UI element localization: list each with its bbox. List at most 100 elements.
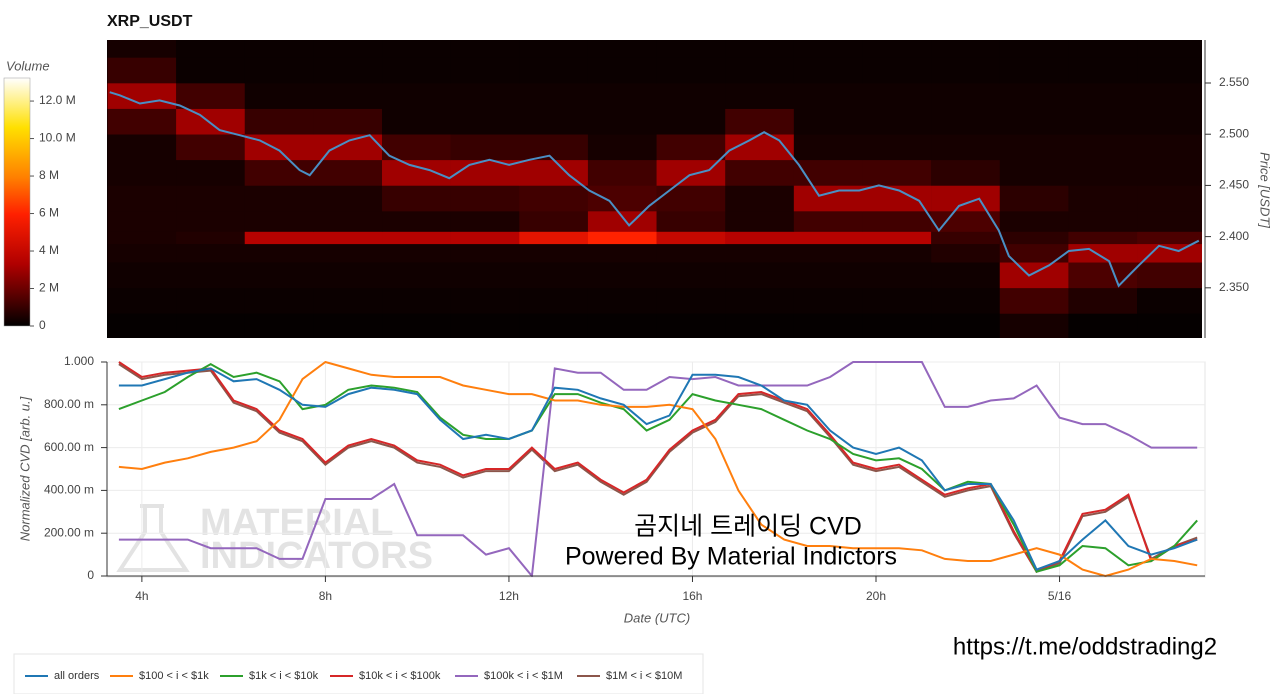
heat-cell <box>931 313 1001 338</box>
heat-cell <box>587 287 657 314</box>
heat-cell <box>587 211 657 232</box>
heat-cell <box>999 262 1069 289</box>
heat-cell <box>656 40 726 58</box>
heat-cell <box>1137 231 1202 245</box>
heat-cell <box>450 243 520 263</box>
heat-cell <box>931 287 1001 314</box>
heat-cell <box>382 211 451 232</box>
heat-cell <box>793 134 863 161</box>
heat-cell <box>382 40 451 58</box>
heat-cell <box>176 211 246 232</box>
heat-cell <box>725 262 795 289</box>
heat-cell <box>862 231 932 245</box>
heat-cell <box>176 262 246 289</box>
heat-cell <box>107 313 177 338</box>
heat-cell <box>656 287 726 314</box>
heat-cell <box>244 243 314 263</box>
y-axis-title: Price [USDT] <box>1258 152 1273 228</box>
heat-cell <box>656 243 726 263</box>
heat-cell <box>313 159 383 186</box>
heat-cell <box>793 231 863 245</box>
heat-cell <box>725 313 795 338</box>
heat-cell <box>931 211 1001 232</box>
x-tick-label: 16h <box>682 589 702 603</box>
heat-cell <box>656 185 726 212</box>
heat-cell <box>587 83 657 109</box>
heat-cell <box>999 185 1069 212</box>
legend-label: $1M < i < $10M <box>606 670 682 682</box>
y-tick-label: 2.500 <box>1219 126 1249 140</box>
heat-cell <box>725 211 795 232</box>
heat-cell <box>107 185 177 212</box>
heat-cell <box>519 262 589 289</box>
heat-cell <box>450 83 520 109</box>
heat-cell <box>587 231 657 245</box>
heat-cell <box>862 243 932 263</box>
heat-cell <box>244 185 314 212</box>
chart-title: XRP_USDT <box>107 13 193 30</box>
heat-cell <box>862 83 932 109</box>
heat-cell <box>107 134 177 161</box>
heat-cell <box>725 185 795 212</box>
heat-cell <box>1137 313 1202 338</box>
heat-cell <box>313 185 383 212</box>
heat-cell <box>519 243 589 263</box>
heat-cell <box>862 313 932 338</box>
y-tick-label: 2.550 <box>1219 75 1249 89</box>
watermark-logo <box>116 504 190 572</box>
heat-cell <box>244 313 314 338</box>
heat-cell <box>793 313 863 338</box>
heat-cell <box>999 211 1069 232</box>
heat-cell <box>587 243 657 263</box>
y-tick-label: 1.000 <box>64 354 94 368</box>
heat-cell <box>176 108 246 135</box>
heat-cell <box>1068 287 1138 314</box>
heat-cell <box>793 108 863 135</box>
heat-cell <box>656 83 726 109</box>
heat-cell <box>999 243 1069 263</box>
heat-cell <box>656 262 726 289</box>
heat-cell <box>176 57 246 84</box>
heat-cell <box>725 83 795 109</box>
heat-cell <box>1068 40 1138 58</box>
heat-cell <box>793 211 863 232</box>
colorbar-tick-label: 6 M <box>39 206 59 220</box>
heat-cell <box>382 313 451 338</box>
price-line <box>109 91 1200 288</box>
y-axis-title: Normalized CVD [arb. u.] <box>17 396 32 541</box>
heat-cell <box>382 262 451 289</box>
colorbar-tick-label: 0 <box>39 318 46 332</box>
heat-cell <box>587 185 657 212</box>
heat-cell <box>587 57 657 84</box>
heat-cell <box>793 287 863 314</box>
heat-cell <box>313 243 383 263</box>
annotation: 곰지네 트레이딩 CVD <box>634 513 862 541</box>
colorbar-title: Volume <box>6 58 50 73</box>
legend-label: all orders <box>54 670 100 682</box>
colorbar-tick-label: 2 M <box>39 281 59 295</box>
heat-cell <box>1068 313 1138 338</box>
colorbar-tick-label: 8 M <box>39 168 59 182</box>
heat-cell <box>519 134 589 161</box>
heat-cell <box>931 40 1001 58</box>
heat-cell <box>519 185 589 212</box>
heat-cell <box>450 262 520 289</box>
heat-cell <box>107 287 177 314</box>
heat-cell <box>931 231 1001 245</box>
link-text: https://t.me/oddstrading2 <box>953 633 1217 660</box>
heat-cell <box>382 108 451 135</box>
heat-cell <box>725 231 795 245</box>
annotation: Powered By Material Indictors <box>565 543 897 571</box>
colorbar-tick-label: 4 M <box>39 243 59 257</box>
heat-cell <box>176 287 246 314</box>
heat-cell <box>1068 185 1138 212</box>
heat-cell <box>999 313 1069 338</box>
heat-cell <box>725 159 795 186</box>
y-tick-label: 400.00 m <box>44 483 94 497</box>
heat-cell <box>313 83 383 109</box>
heat-cell <box>107 243 177 263</box>
heat-cell <box>587 313 657 338</box>
x-tick-label: 20h <box>866 589 886 603</box>
heat-cell <box>519 287 589 314</box>
